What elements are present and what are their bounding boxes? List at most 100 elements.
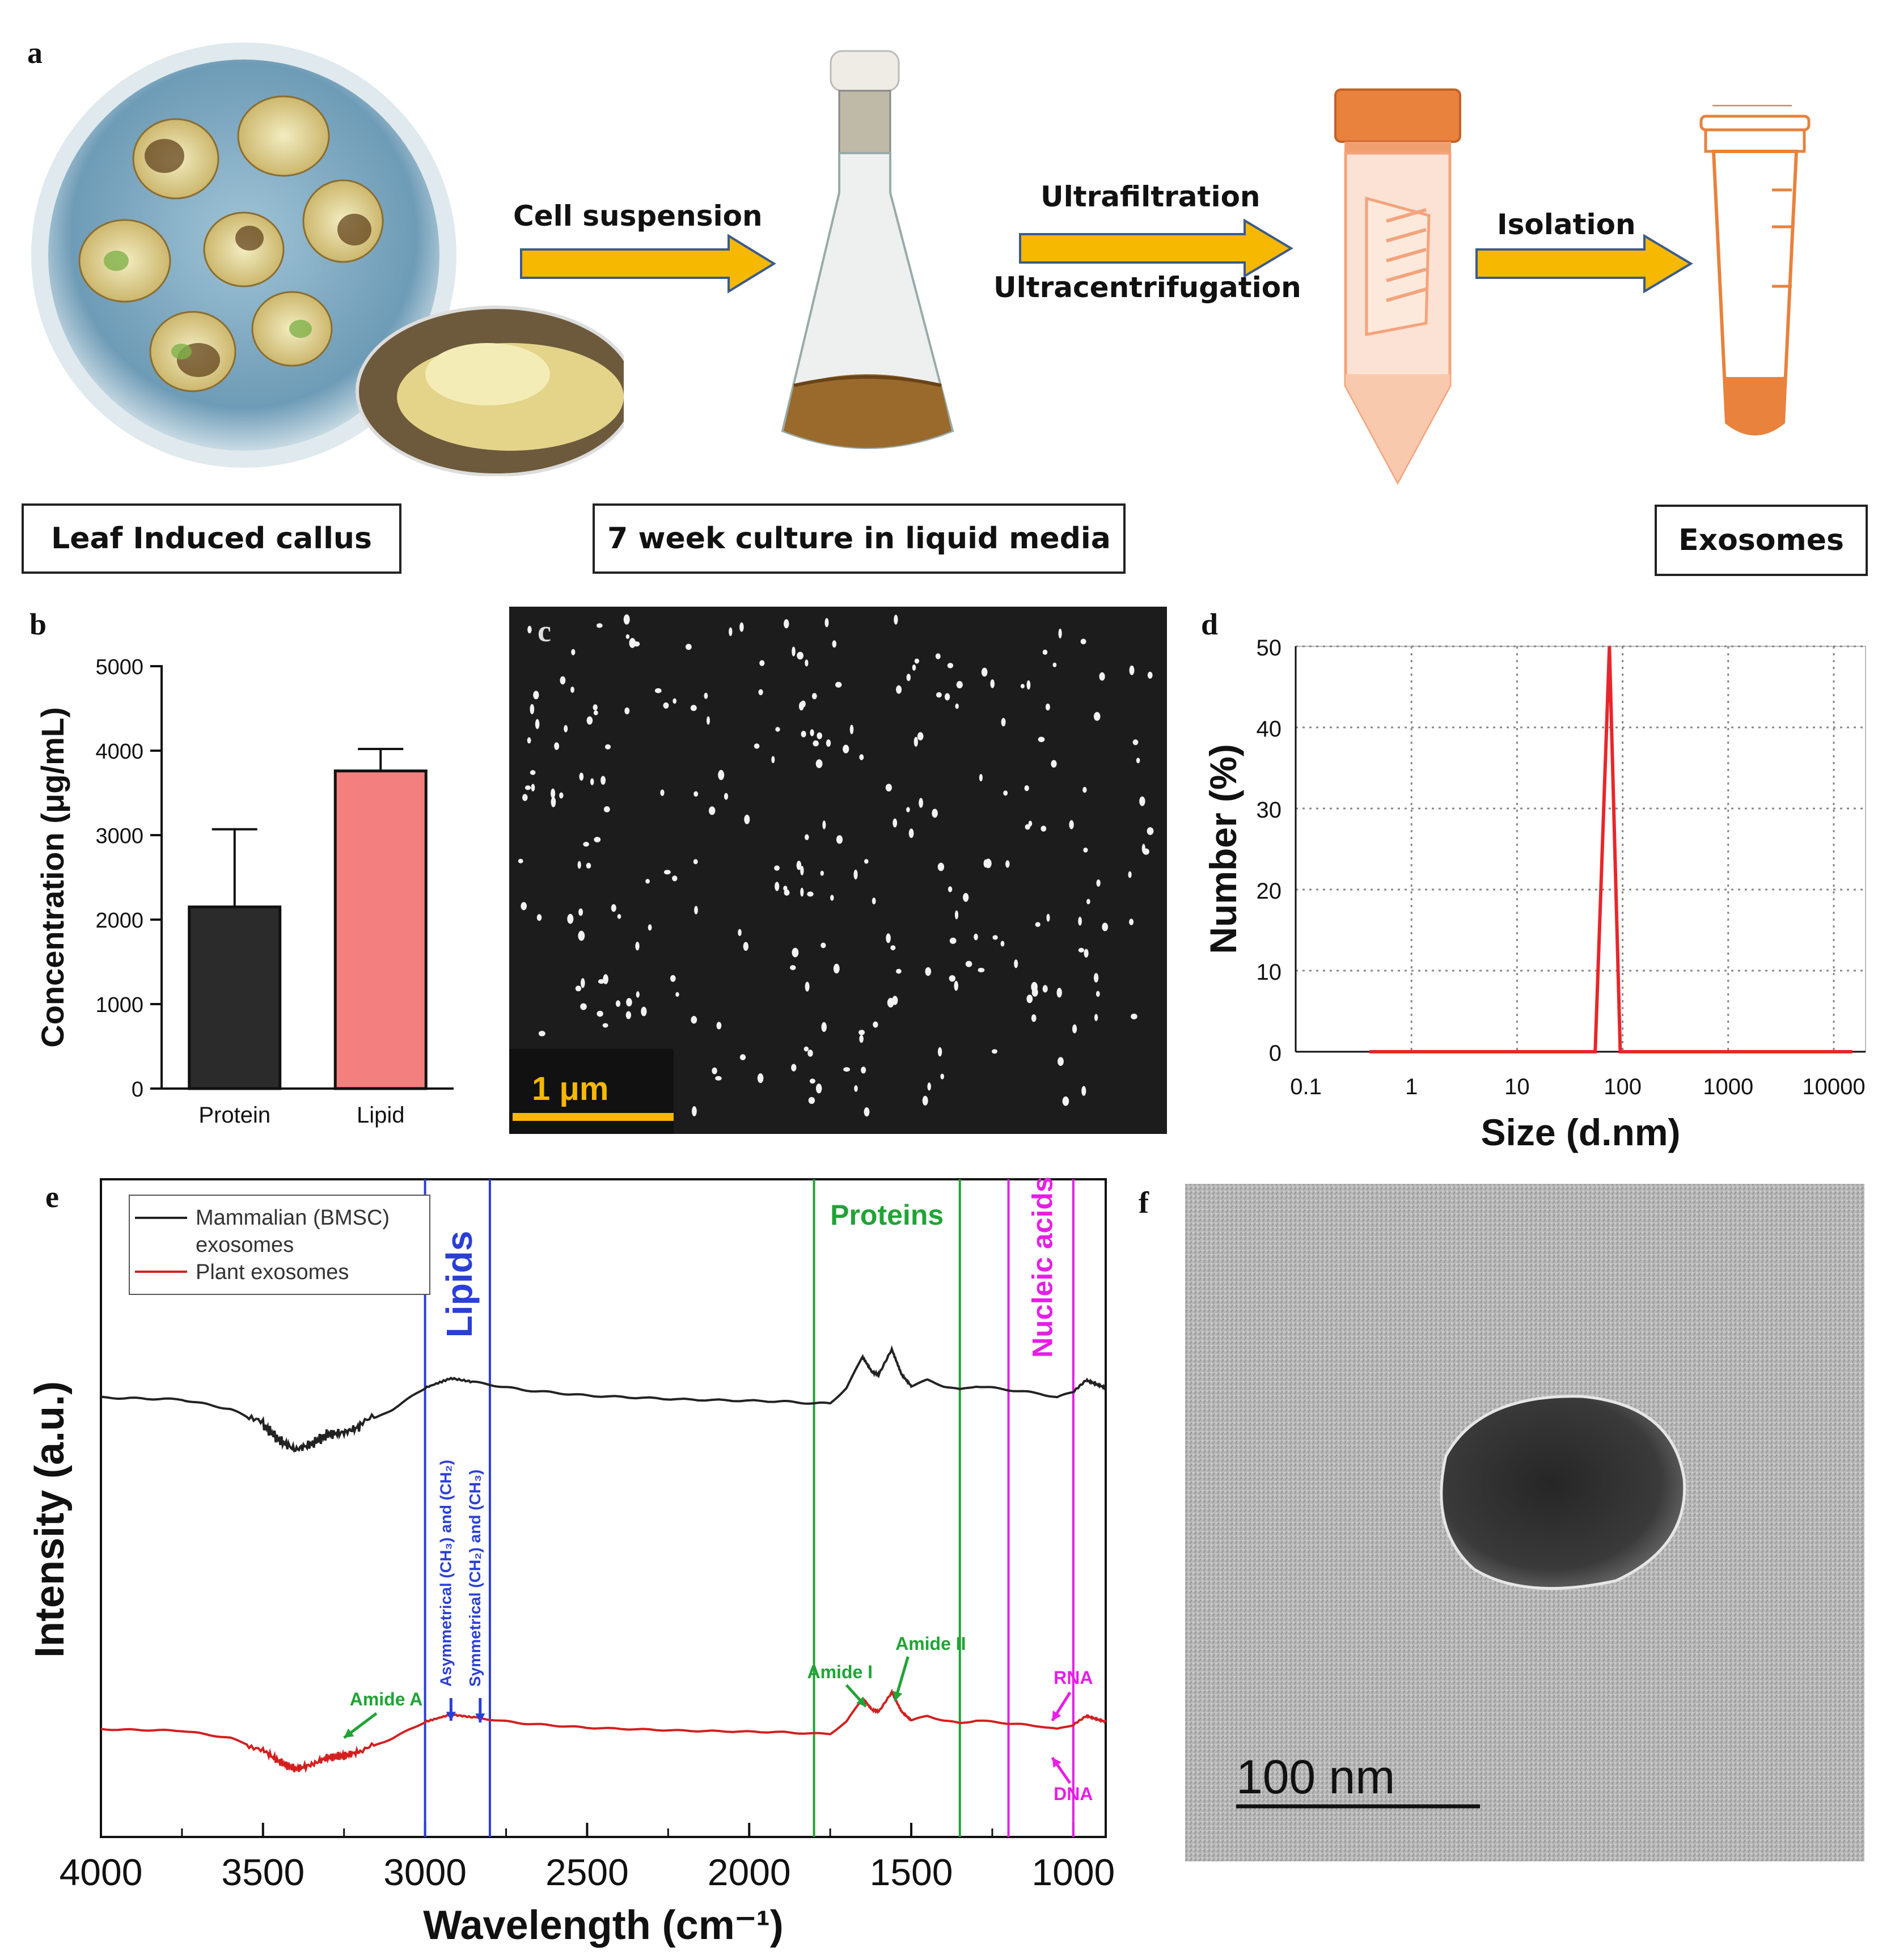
- sem-particle: [575, 985, 582, 992]
- sem-particle: [692, 1106, 697, 1116]
- sem-particle: [792, 646, 796, 657]
- step-box-leaf-callus: Leaf Induced callus: [22, 503, 401, 574]
- sem-particle: [805, 834, 809, 840]
- sem-particle: [718, 770, 725, 780]
- sem-particle: [894, 615, 898, 625]
- sem-particle: [1086, 899, 1090, 904]
- legend-box: [129, 1195, 430, 1295]
- sem-particle: [673, 698, 677, 704]
- sem-particle: [936, 692, 942, 698]
- sem-particle: [583, 841, 589, 847]
- sem-particle: [886, 933, 891, 943]
- sem-particle: [571, 649, 576, 655]
- sem-particle: [1093, 712, 1101, 721]
- sem-particle: [843, 1067, 850, 1072]
- sem-particle: [757, 1073, 764, 1083]
- sem-particle: [641, 1006, 647, 1017]
- sem-particle: [981, 667, 988, 677]
- sem-particle: [1129, 918, 1134, 925]
- annotation-dna: DNA: [1054, 1784, 1093, 1804]
- sem-particle: [1058, 1057, 1064, 1066]
- sem-particle: [623, 614, 630, 625]
- sem-particle: [783, 886, 788, 891]
- sem-particle: [1078, 916, 1082, 926]
- sem-particle: [978, 968, 985, 972]
- sem-particle: [551, 797, 556, 807]
- sem-particle: [833, 963, 840, 973]
- sem-particle: [594, 837, 601, 843]
- sem-particle: [979, 774, 983, 782]
- sem-particle: [990, 679, 995, 688]
- sem-particle: [810, 729, 814, 736]
- bar-lipid: [333, 769, 428, 1090]
- y-axis-label: Concentration (μg/mL): [35, 707, 70, 1047]
- sem-particle: [858, 1030, 865, 1035]
- sem-particle: [984, 858, 992, 869]
- sem-particle: [775, 727, 780, 732]
- y-axis-label: Number (%): [1202, 744, 1244, 954]
- sem-particle: [992, 935, 998, 940]
- sem-particle: [598, 979, 605, 984]
- y-tick-label: 40: [1257, 717, 1282, 742]
- region-label-nucleic-acids: Nucleic acids: [1027, 1176, 1059, 1358]
- sem-particle: [611, 904, 616, 912]
- arrow-label-ultrafiltration: Ultrafiltration: [1041, 180, 1261, 213]
- x-axis-label: Size (d.nm): [1481, 1111, 1680, 1153]
- annotation-amide-ii: Amide II: [895, 1633, 966, 1654]
- sem-particle: [522, 794, 528, 801]
- sem-particle: [896, 968, 902, 974]
- sem-particle: [693, 859, 698, 865]
- sem-particle: [551, 788, 556, 799]
- sem-particle: [600, 776, 606, 785]
- arrow-label-ultracentrifugation: Ultracentrifugation: [993, 271, 1301, 304]
- sem-particle: [992, 1049, 997, 1054]
- panel-label-b: b: [29, 607, 47, 641]
- sem-particle: [581, 978, 585, 988]
- step-box-culture: 7 week culture in liquid media: [593, 503, 1126, 574]
- sem-particle: [859, 1035, 864, 1043]
- sem-particle: [1046, 913, 1050, 922]
- sem-particle: [859, 754, 864, 760]
- sem-particle: [570, 687, 574, 693]
- x-tick-label: 1000: [1703, 1074, 1753, 1099]
- sem-particle: [824, 618, 829, 628]
- sem-particle: [821, 1022, 827, 1032]
- sem-particle: [586, 716, 593, 725]
- sem-particle: [738, 929, 742, 936]
- x-tick-label: 100: [1604, 1074, 1642, 1099]
- arrow-2: [1019, 218, 1293, 278]
- sem-particle: [615, 1000, 621, 1007]
- sem-particle: [758, 689, 763, 696]
- sem-particle: [578, 930, 585, 941]
- sem-particle: [536, 914, 542, 921]
- x-tick-label: 3000: [383, 1851, 467, 1893]
- sem-particle: [807, 1049, 813, 1057]
- sem-particle: [1025, 824, 1030, 830]
- sem-particle: [530, 704, 535, 714]
- sem-particle: [604, 744, 611, 750]
- sem-particle: [949, 937, 957, 944]
- sem-particle: [1093, 973, 1099, 983]
- y-tick-label: 30: [1257, 798, 1282, 823]
- sem-particle: [922, 1095, 928, 1106]
- sem-particle: [807, 891, 814, 897]
- legend-label-plant: Plant exosomes: [196, 1260, 349, 1284]
- sem-particle: [954, 981, 958, 991]
- sem-particle: [937, 862, 945, 871]
- sem-particle: [1139, 796, 1145, 806]
- tem-image: 100 nm: [1185, 1184, 1864, 1861]
- x-tick-label: 1000: [1031, 1851, 1115, 1893]
- sem-particle: [754, 743, 760, 749]
- sem-particle: [579, 772, 584, 781]
- panel-label-c: c: [538, 614, 551, 648]
- arrow-label-isolation: Isolation: [1497, 208, 1636, 241]
- sem-particle: [1136, 757, 1140, 764]
- ftir-spectrum-chart: 4000 3500 3000 2500 2000 1500 1000 Lipids Protei…: [27, 1176, 1115, 1948]
- x-tick-label: Protein: [198, 1103, 270, 1128]
- sem-particle: [538, 1031, 545, 1036]
- annotation-arrow-amide-ii-head: [893, 1691, 903, 1701]
- y-tick-label: 10: [1257, 960, 1282, 985]
- sem-particle: [603, 806, 610, 812]
- y-tick-label: 4000: [95, 740, 143, 764]
- sem-particle: [1026, 680, 1031, 690]
